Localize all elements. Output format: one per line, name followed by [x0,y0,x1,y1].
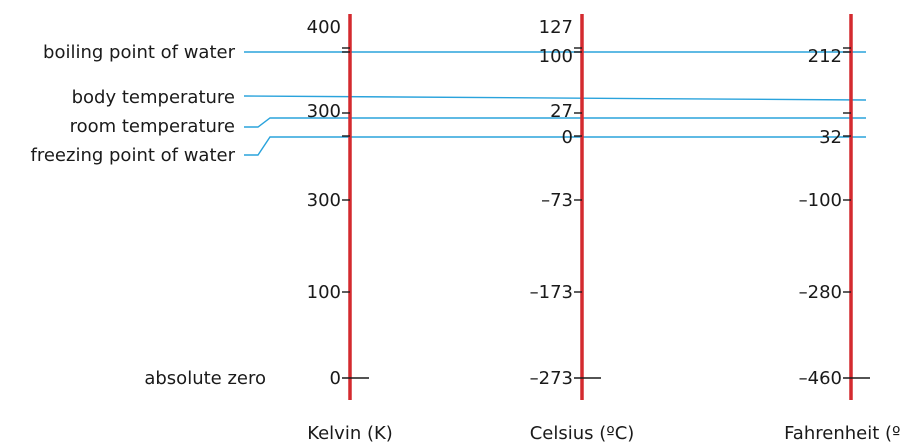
celsius-tick-label: 100 [539,46,573,67]
kelvin-tick-label: 300 [307,190,341,211]
fahrenheit-tick-label: 212 [808,46,842,67]
kelvin-tick-label: 0 [330,368,341,389]
absolute-zero-label: absolute zero [144,368,266,389]
celsius-scale-title: Celsius (ºC) [530,423,635,443]
labels: 400 300 300 100 0 Kelvin (K) 127 100 27 0 –73 –173 –… [31,17,900,443]
celsius-tick-label: –173 [530,282,573,303]
fahrenheit-tick-label: 32 [819,127,842,148]
fahrenheit-scale-title: Fahrenheit (ºF) [784,423,900,443]
room-reference-line [244,117,866,128]
body-label: body temperature [72,87,235,108]
fahrenheit-tick-label: –280 [799,282,842,303]
room-label: room temperature [70,116,235,137]
thermometer-lines [348,14,853,400]
kelvin-tick-label: 300 [307,101,341,122]
freezing-label: freezing point of water [31,145,236,166]
kelvin-scale-title: Kelvin (K) [307,423,393,443]
freezing-reference-line [244,136,866,156]
tick-marks [342,47,870,379]
fahrenheit-tick-label: –100 [799,190,842,211]
celsius-tick-label: 127 [539,17,573,38]
reference-lines [243,51,867,156]
celsius-tick-label: 0 [562,127,573,148]
fahrenheit-tick-label: –460 [799,368,842,389]
boiling-label: boiling point of water [43,42,236,63]
kelvin-tick-label: 400 [307,17,341,38]
body-reference-line [243,95,867,101]
celsius-tick-label: –273 [530,368,573,389]
celsius-tick-label: 27 [550,101,573,122]
celsius-tick-label: –73 [541,190,573,211]
kelvin-tick-label: 100 [307,282,341,303]
